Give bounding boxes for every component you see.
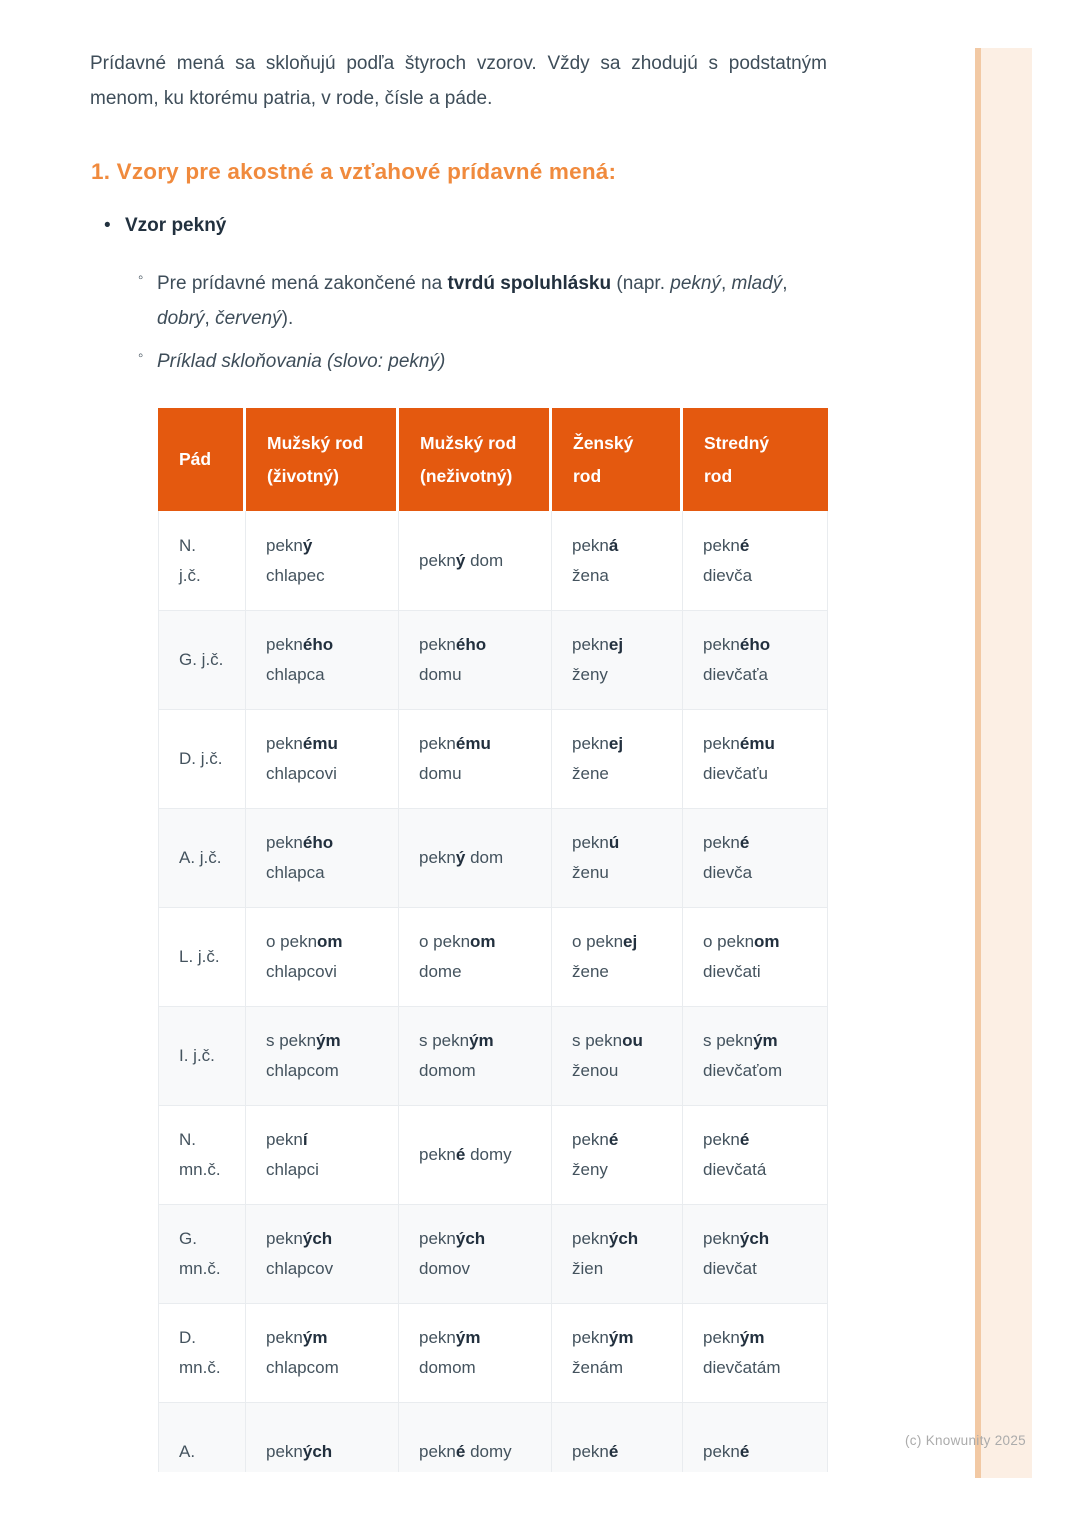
case-cell: I. j.č.: [158, 1007, 246, 1105]
case-cell: D. j.č.: [158, 710, 246, 808]
table-cell: pekné domy: [399, 1106, 552, 1204]
table-cell: pekného chlapca: [246, 809, 399, 907]
table-cell: o peknom dievčati: [683, 908, 828, 1006]
table-row: L. j.č. o peknom chlapcovi o peknom dome o pe…: [158, 907, 828, 1006]
table-cell: pekného domu: [399, 611, 552, 709]
intro-line-1: Prídavné mená sa skloňujú podľa štyroch …: [90, 53, 827, 74]
table-cell: peknému domu: [399, 710, 552, 808]
table-row: A. j.č. pekného chlapca pekný dom peknú ženu p…: [158, 808, 828, 907]
table-header-cell: Stredný rod: [683, 408, 828, 511]
table-row: D. mn.č. pekným chlapcom pekným domom pekným že…: [158, 1303, 828, 1402]
table-cell: peknému chlapcovi: [246, 710, 399, 808]
copyright-footer: (c) Knowunity 2025: [905, 1433, 1026, 1448]
table-cell: pekných chlapcov: [246, 1205, 399, 1303]
case-cell: G. j.č.: [158, 611, 246, 709]
table-row: G. j.č. pekného chlapca pekného domu peknej že…: [158, 610, 828, 709]
table-cell: pekné: [683, 1403, 828, 1472]
sub-bullet-hard-consonant: ◦ Pre prídavné mená zakončené na tvrdú s…: [138, 266, 822, 336]
table-cell: pekným dievčatám: [683, 1304, 828, 1402]
table-row: A. pekných pekné domy pekné pekné: [158, 1402, 828, 1472]
sub-bullet-example: ◦ Príklad skloňovania (slovo: pekný): [138, 344, 822, 379]
intro-line-2: menom, ku ktorému patria, v rode, čísle …: [90, 87, 493, 109]
table-cell: peknej žene: [552, 710, 683, 808]
table-cell: pekných žien: [552, 1205, 683, 1303]
table-cell: pekné: [552, 1403, 683, 1472]
table-cell: pekné domy: [399, 1403, 552, 1472]
table-cell: pekné dievča: [683, 511, 828, 610]
table-cell: peknú ženu: [552, 809, 683, 907]
sub-bullet-text: Príklad skloňovania (slovo: pekný): [157, 351, 446, 372]
table-cell: s pekným dievčaťom: [683, 1007, 828, 1105]
case-cell: A.: [158, 1403, 246, 1472]
table-cell: pekných dievčat: [683, 1205, 828, 1303]
table-header-cell: Mužský rod (životný): [246, 408, 399, 511]
case-cell: N. mn.č.: [158, 1106, 246, 1204]
page-edge-stripe: [975, 48, 1032, 1478]
circle-bullet-marker: ◦: [138, 269, 144, 286]
table-cell: pekného chlapca: [246, 611, 399, 709]
table-cell: pekní chlapci: [246, 1106, 399, 1204]
case-cell: D. mn.č.: [158, 1304, 246, 1402]
table-cell: pekný dom: [399, 809, 552, 907]
table-row: N. mn.č. pekní chlapci pekné domy pekné ženy pe…: [158, 1105, 828, 1204]
intro-paragraph: Prídavné mená sa skloňujú podľa štyroch …: [90, 47, 827, 116]
table-cell: pekného dievčaťa: [683, 611, 828, 709]
section-heading: 1. Vzory pre akostné a vzťahové prídavné…: [91, 159, 617, 184]
table-cell: pekný chlapec: [246, 511, 399, 610]
case-cell: L. j.č.: [158, 908, 246, 1006]
table-cell: peknej ženy: [552, 611, 683, 709]
table-cell: pekných: [246, 1403, 399, 1472]
table-header-cell: Pád: [158, 408, 246, 511]
table-cell: pekným ženám: [552, 1304, 683, 1402]
declension-table: Pád Mužský rod (životný) Mužský rod (neživot…: [158, 408, 828, 1472]
table-cell: s pekným chlapcom: [246, 1007, 399, 1105]
bullet-marker: •: [104, 215, 111, 236]
bullet-item-vzor: • Vzor pekný: [104, 215, 226, 237]
table-cell: pekná žena: [552, 511, 683, 610]
table-cell: pekným chlapcom: [246, 1304, 399, 1402]
table-header-row: Pád Mužský rod (životný) Mužský rod (neživot…: [158, 408, 828, 511]
sub-bullet-text: Pre prídavné mená zakončené na tvrdú spo…: [157, 273, 788, 329]
table-row: G. mn.č. pekných chlapcov pekných domov peknýc…: [158, 1204, 828, 1303]
table-cell: pekné dievča: [683, 809, 828, 907]
table-cell: s peknou ženou: [552, 1007, 683, 1105]
table-row: N. j.č. pekný chlapec pekný dom pekná žena pekn…: [158, 511, 828, 610]
case-cell: A. j.č.: [158, 809, 246, 907]
table-cell: pekný dom: [399, 511, 552, 610]
case-cell: G. mn.č.: [158, 1205, 246, 1303]
table-row: I. j.č. s pekným chlapcom s pekným domom s pe…: [158, 1006, 828, 1105]
table-header-cell: Ženský rod: [552, 408, 683, 511]
table-cell: o peknej žene: [552, 908, 683, 1006]
table-cell: pekným domom: [399, 1304, 552, 1402]
table-cell: pekné ženy: [552, 1106, 683, 1204]
table-cell: o peknom dome: [399, 908, 552, 1006]
table-body: N. j.č. pekný chlapec pekný dom pekná žena pekn…: [158, 511, 828, 1472]
table-cell: o peknom chlapcovi: [246, 908, 399, 1006]
table-cell: pekných domov: [399, 1205, 552, 1303]
table-header-cell: Mužský rod (neživotný): [399, 408, 552, 511]
table-row: D. j.č. peknému chlapcovi peknému domu peknej…: [158, 709, 828, 808]
circle-bullet-marker: ◦: [138, 347, 144, 364]
table-cell: s pekným domom: [399, 1007, 552, 1105]
table-cell: pekné dievčatá: [683, 1106, 828, 1204]
table-cell: peknému dievčaťu: [683, 710, 828, 808]
case-cell: N. j.č.: [158, 511, 246, 610]
bullet-label: Vzor pekný: [125, 215, 227, 236]
